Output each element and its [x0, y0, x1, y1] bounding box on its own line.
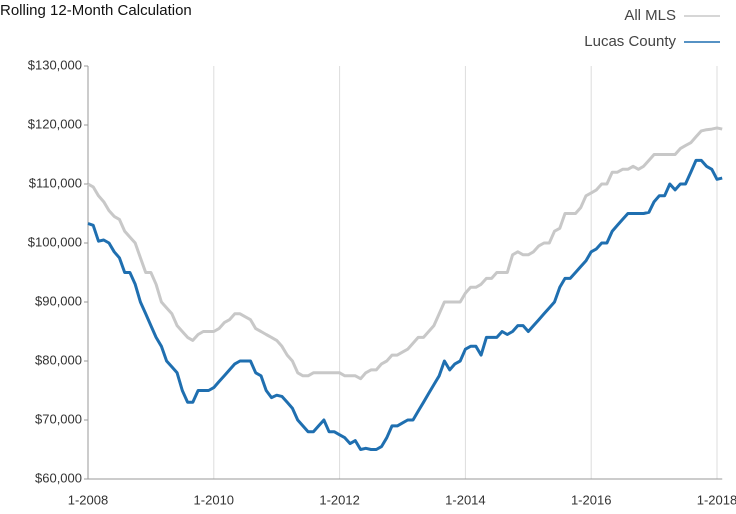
legend-label: Lucas County	[584, 33, 676, 50]
y-tick-label: $100,000	[28, 234, 82, 249]
y-tick-label: $130,000	[28, 57, 82, 72]
y-tick-label: $90,000	[35, 293, 82, 308]
y-tick-label: $60,000	[35, 470, 82, 485]
chart-title: Rolling 12-Month Calculation	[0, 2, 192, 19]
x-tick-label: 1-2014	[445, 492, 485, 507]
y-tick-label: $80,000	[35, 352, 82, 367]
x-tick-label: 1-2008	[68, 492, 108, 507]
x-tick-label: 1-2012	[319, 492, 359, 507]
x-tick-label: 1-2010	[194, 492, 234, 507]
y-tick-label: $120,000	[28, 116, 82, 131]
series-line	[87, 126, 723, 381]
x-tick-label: 1-2018	[697, 492, 736, 507]
y-tick-label: $110,000	[29, 175, 82, 190]
legend-label: All MLS	[624, 7, 676, 24]
series-line	[87, 158, 723, 451]
y-tick-label: $70,000	[35, 411, 82, 426]
x-tick-label: 1-2016	[571, 492, 611, 507]
